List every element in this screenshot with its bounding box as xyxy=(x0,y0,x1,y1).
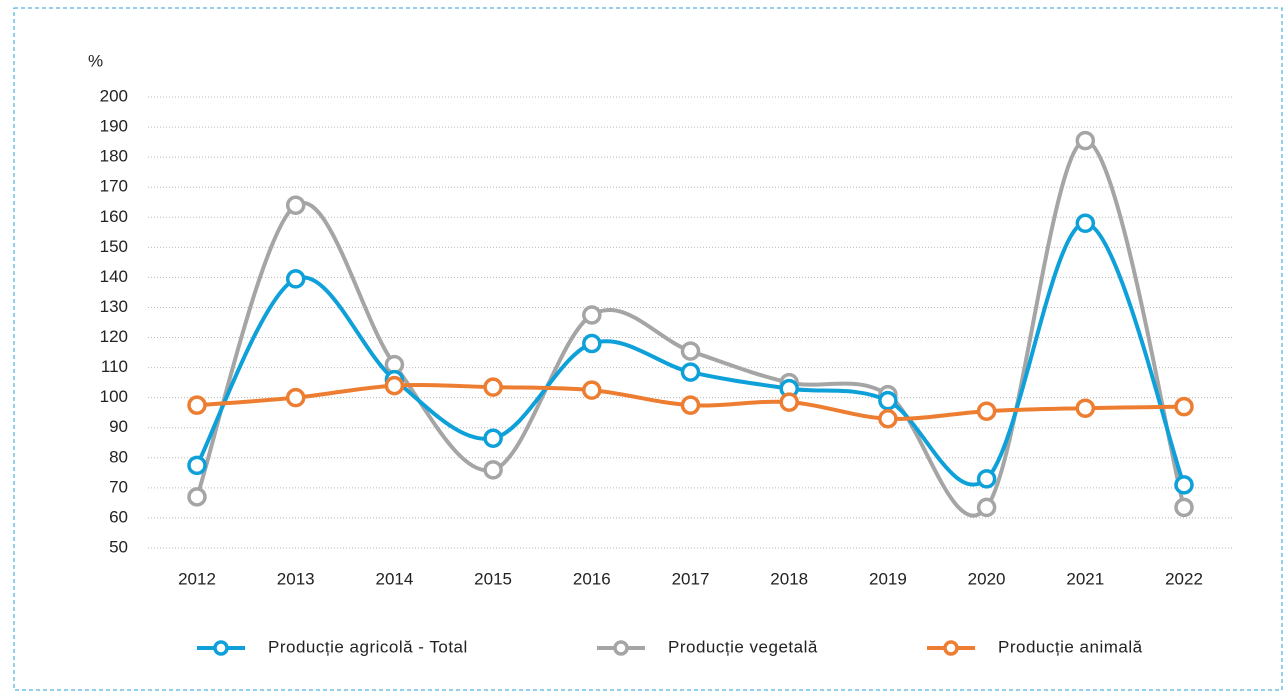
point-marker xyxy=(680,362,701,382)
y-tick-label: 170 xyxy=(100,177,128,196)
y-tick-label: 150 xyxy=(100,237,128,256)
legend-label: Producție agricolă - Total xyxy=(268,637,468,656)
y-tick-label: 100 xyxy=(100,387,128,406)
point-marker xyxy=(483,460,503,480)
x-tick-label: 2016 xyxy=(573,569,611,588)
point-marker xyxy=(384,375,405,396)
x-tick-label: 2022 xyxy=(1165,569,1203,588)
x-tick-label: 2012 xyxy=(178,569,216,588)
point-marker xyxy=(1075,130,1096,151)
point-marker xyxy=(187,395,207,415)
x-tick-label: 2020 xyxy=(968,569,1006,588)
y-axis-label: % xyxy=(88,51,103,70)
point-marker xyxy=(1075,398,1096,418)
x-tick-label: 2021 xyxy=(1066,569,1104,588)
point-marker xyxy=(582,305,602,325)
point-marker xyxy=(976,469,997,489)
y-tick-label: 180 xyxy=(100,147,128,166)
legend-marker xyxy=(943,640,959,656)
point-marker xyxy=(483,377,503,397)
y-tick-label: 60 xyxy=(109,507,128,526)
series-line xyxy=(195,138,1186,518)
point-marker xyxy=(779,392,799,412)
point-marker xyxy=(582,380,602,400)
point-marker xyxy=(1174,396,1194,417)
x-tick-label: 2013 xyxy=(277,569,315,588)
y-tick-label: 120 xyxy=(100,327,128,346)
point-marker xyxy=(187,487,207,507)
x-tick-label: 2017 xyxy=(672,569,710,588)
series-line xyxy=(195,221,1186,487)
point-marker xyxy=(285,195,306,215)
point-marker xyxy=(1075,213,1096,234)
x-tick-label: 2019 xyxy=(869,569,907,588)
point-marker xyxy=(285,387,306,408)
legend-marker xyxy=(613,640,629,656)
frame xyxy=(13,7,1283,691)
point-marker xyxy=(187,455,207,476)
y-tick-label: 160 xyxy=(100,207,128,226)
point-marker xyxy=(483,428,503,449)
y-tick-label: 140 xyxy=(100,267,128,286)
legend-marker xyxy=(213,640,229,656)
x-tick-label: 2014 xyxy=(375,569,413,588)
x-tick-label: 2015 xyxy=(474,569,512,588)
point-marker xyxy=(976,497,997,518)
point-marker xyxy=(878,390,898,411)
y-tick-label: 70 xyxy=(109,477,128,496)
y-tick-label: 90 xyxy=(109,417,128,436)
legend-label: Producție animală xyxy=(998,637,1143,656)
legend-label: Producție vegetală xyxy=(668,637,818,656)
point-marker xyxy=(680,341,701,361)
y-tick-label: 130 xyxy=(100,297,128,316)
y-tick-label: 80 xyxy=(109,447,128,466)
point-marker xyxy=(285,269,306,289)
y-tick-label: 50 xyxy=(109,537,128,556)
point-marker xyxy=(582,333,602,354)
y-tick-label: 190 xyxy=(100,117,128,136)
x-tick-label: 2018 xyxy=(770,569,808,588)
point-marker xyxy=(976,401,997,421)
point-marker xyxy=(1174,475,1194,495)
y-tick-label: 200 xyxy=(100,86,128,105)
point-marker xyxy=(1174,497,1194,518)
point-marker xyxy=(878,408,898,429)
y-tick-label: 110 xyxy=(101,357,128,376)
legend: Producție agricolă - Total Producție vege… xyxy=(197,637,1143,656)
point-marker xyxy=(680,395,701,415)
